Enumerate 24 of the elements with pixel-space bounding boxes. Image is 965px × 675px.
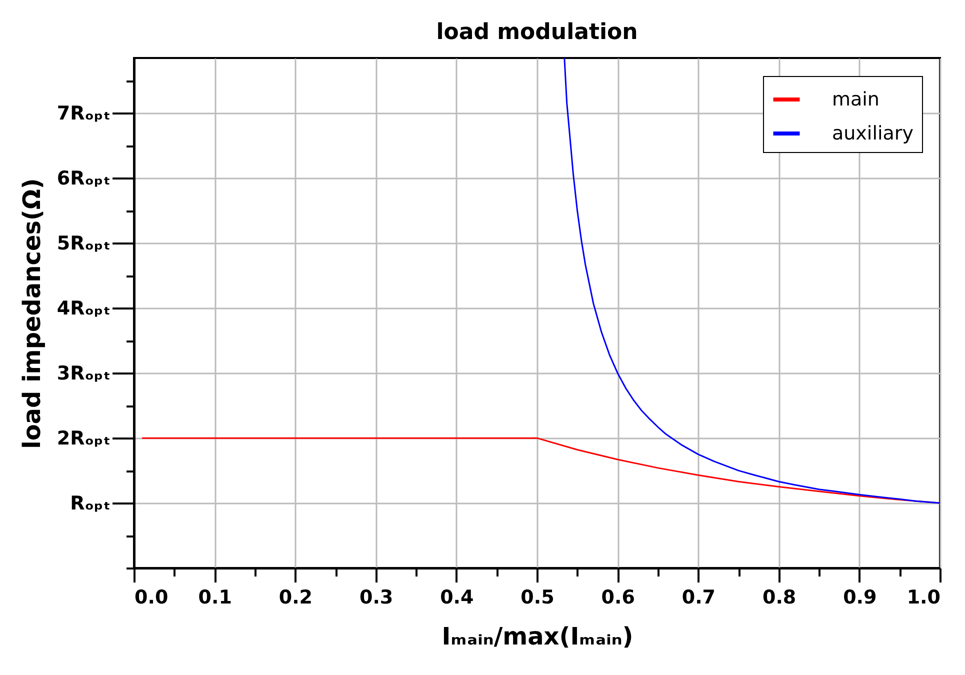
x-tick-label: 0.4 xyxy=(440,586,474,608)
y-tick-label: 2Rₒₚₜ xyxy=(56,428,110,450)
x-tick-label: 0.7 xyxy=(682,586,716,608)
x-tick-label: 1.0 xyxy=(906,586,940,608)
legend-label: main xyxy=(832,88,880,110)
y-tick-label: 6Rₒₚₜ xyxy=(56,168,110,190)
chart-title: load modulation xyxy=(436,20,638,45)
x-tick-label: 0.2 xyxy=(278,586,313,608)
x-tick-label: 0.3 xyxy=(359,586,394,608)
x-tick-label: 0.0 xyxy=(134,586,168,608)
x-axis-title: Iₘₐᵢₙ/max(Iₘₐᵢₙ) xyxy=(442,622,634,650)
y-tick-label: 5Rₒₚₜ xyxy=(56,232,110,255)
y-tick-label: 3Rₒₚₜ xyxy=(56,362,110,385)
x-tick-label: 0.5 xyxy=(520,586,554,608)
x-tick-label: 0.6 xyxy=(601,586,635,608)
legend-label: auxiliary xyxy=(832,122,914,144)
x-tick-label: 0.1 xyxy=(198,586,232,608)
x-tick-label: 0.9 xyxy=(843,586,877,608)
x-tick-label: 0.8 xyxy=(762,586,796,608)
y-tick-label: 4Rₒₚₜ xyxy=(56,298,110,320)
line-series xyxy=(564,58,940,504)
y-axis-title: load impedances(Ω) xyxy=(18,178,46,449)
y-tick-label: Rₒₚₜ xyxy=(70,492,110,515)
y-tick-label: 7Rₒₚₜ xyxy=(56,102,110,125)
